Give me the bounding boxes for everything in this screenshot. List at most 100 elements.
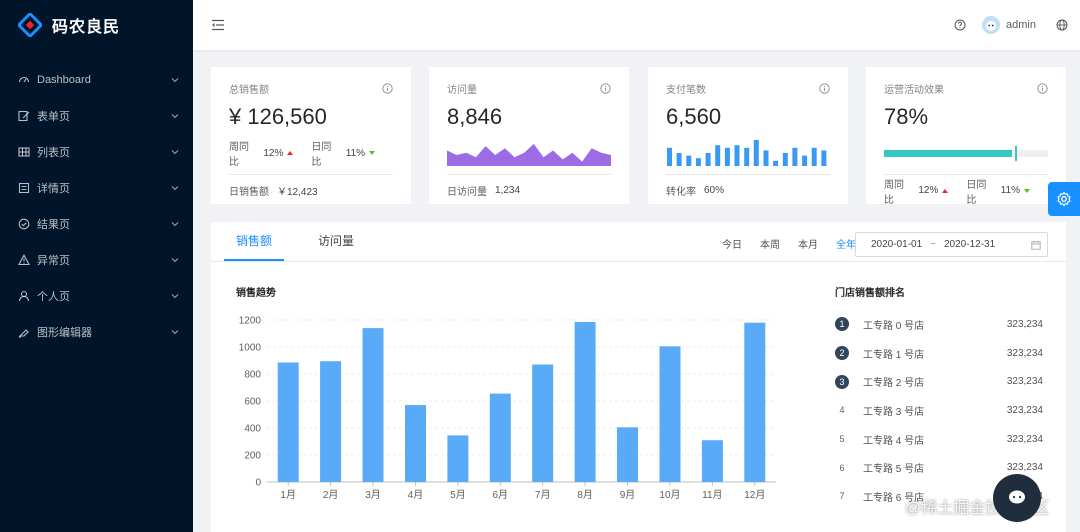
sales-bar[interactable]: [574, 322, 596, 482]
range-today[interactable]: 今日: [722, 240, 742, 251]
payment-bar: [792, 147, 798, 166]
sales-bar[interactable]: [489, 393, 511, 482]
sales-bar[interactable]: [362, 328, 384, 482]
range-week[interactable]: 本周: [760, 240, 780, 251]
x-tick-label: 7月: [535, 489, 551, 501]
settings-drawer-button[interactable]: [1048, 182, 1080, 216]
store-name: 工专路 2 号店: [863, 378, 925, 390]
list-item: 2 工专路 1 号店 323,234: [835, 339, 1043, 368]
sidebar-item-label: 表单页: [37, 111, 70, 123]
logo-icon: [18, 13, 42, 37]
payment-bar: [705, 153, 711, 166]
store-name: 工专路 5 号店: [863, 464, 925, 476]
trend-value: 11%: [1000, 185, 1020, 196]
sales-bar[interactable]: [447, 435, 469, 482]
caret-down-icon: [369, 151, 375, 155]
sidebar-item-profile[interactable]: 详情页: [0, 170, 193, 206]
chat-button[interactable]: [993, 474, 1041, 522]
payment-bar: [753, 140, 759, 166]
logo[interactable]: 码农良民: [0, 0, 193, 50]
username[interactable]: admin: [1006, 19, 1036, 31]
foot-label: 转化率: [666, 187, 696, 198]
chevron-down-icon: [171, 78, 179, 83]
x-tick-label: 8月: [577, 489, 593, 501]
sidebar-item-label: 图形编辑器: [37, 327, 92, 339]
rank-number: 1: [835, 317, 849, 332]
payment-bar: [763, 150, 769, 166]
avatar[interactable]: [982, 16, 1001, 34]
foot-label: 日销售额: [229, 187, 269, 198]
sidebar-item-list[interactable]: 列表页: [0, 134, 193, 170]
header: admin: [193, 0, 1080, 50]
sidebar-item-label: 结果页: [37, 219, 70, 231]
visits-area: [447, 143, 611, 166]
sales-bar[interactable]: [405, 405, 426, 482]
sales-bar[interactable]: [701, 440, 723, 482]
range-year[interactable]: 全年: [836, 240, 856, 251]
foot-value: 60%: [704, 185, 725, 196]
date-end[interactable]: 2020-12-31: [944, 239, 996, 250]
sidebar-item-result[interactable]: 结果页: [0, 206, 193, 242]
rank-number: 2: [835, 346, 849, 361]
globe-icon[interactable]: [1056, 19, 1068, 31]
store-name: 工专路 1 号店: [863, 349, 925, 361]
trend-label: 日同比: [966, 179, 987, 206]
payment-bar: [782, 153, 788, 166]
payment-bar: [667, 147, 672, 166]
payment-bar: [811, 147, 817, 166]
store-name: 工专路 4 号店: [863, 435, 925, 447]
sidebar-item-editor[interactable]: 图形编辑器: [0, 314, 193, 350]
date-separator: ~: [930, 239, 936, 250]
sales-bar[interactable]: [617, 427, 638, 482]
question-circle-icon[interactable]: [954, 19, 966, 31]
info-circle-icon[interactable]: [382, 83, 393, 94]
caret-up-icon: [942, 188, 949, 193]
payment-bar: [773, 160, 779, 166]
info-circle-icon[interactable]: [819, 83, 830, 94]
date-start[interactable]: 2020-01-01: [871, 239, 923, 250]
sales-panel: 销售额 访问量 今日 本周 本月 全年 2020-01-01 ~ 2020-12…: [211, 222, 1066, 532]
list-item: 4 工专路 3 号店 323,234: [835, 396, 1043, 425]
sidebar-item-account[interactable]: 个人页: [0, 278, 193, 314]
payments-card: 支付笔数 6,560 转化率 60%: [648, 67, 848, 204]
info-circle-icon[interactable]: [600, 83, 611, 94]
chevron-down-icon: [171, 258, 179, 263]
tab-visits[interactable]: 访问量: [318, 234, 355, 248]
sales-bar[interactable]: [320, 361, 342, 482]
sidebar-item-exception[interactable]: 异常页: [0, 242, 193, 278]
card-title: 总销售额: [229, 85, 269, 96]
list-item: 6 工专路 5 号店 323,234: [835, 453, 1043, 482]
date-range-picker[interactable]: 2020-01-01 ~ 2020-12-31: [855, 232, 1048, 257]
rank-number: 5: [839, 434, 845, 445]
store-sales-value: 323,234: [1006, 318, 1043, 330]
chevron-down-icon: [171, 330, 179, 335]
payment-bar: [802, 155, 808, 166]
day-trend: 日同比 11%: [966, 176, 1030, 206]
sales-bar[interactable]: [532, 364, 554, 483]
info-circle-icon[interactable]: [1037, 83, 1048, 94]
calendar-icon: [1031, 240, 1041, 250]
chat-icon: [1009, 490, 1025, 504]
x-tick-label: 1月: [280, 489, 296, 501]
payment-bar: [821, 150, 827, 166]
chevron-down-icon: [171, 222, 179, 227]
sales-bar[interactable]: [277, 362, 299, 483]
x-tick-label: 9月: [620, 489, 636, 501]
chevron-down-icon: [171, 150, 179, 155]
y-tick-label: 0: [255, 478, 261, 489]
sidebar-item-form[interactable]: 表单页: [0, 98, 193, 134]
sales-bar[interactable]: [744, 322, 766, 482]
menu-fold-icon[interactable]: [211, 18, 225, 32]
tab-sales[interactable]: 销售额: [224, 232, 285, 261]
store-name: 工专路 6 号店: [863, 492, 925, 504]
range-month[interactable]: 本月: [798, 240, 818, 251]
y-tick-label: 1200: [239, 316, 262, 327]
check-circle-icon: [18, 218, 30, 230]
chevron-down-icon: [171, 294, 179, 299]
rank-number: 4: [839, 405, 845, 416]
rank-number: 7: [839, 491, 845, 502]
x-tick-label: 6月: [493, 489, 509, 501]
sales-bar[interactable]: [659, 346, 681, 482]
store-sales-value: 323,234: [1006, 376, 1043, 388]
sidebar-item-dashboard[interactable]: Dashboard: [0, 62, 193, 98]
